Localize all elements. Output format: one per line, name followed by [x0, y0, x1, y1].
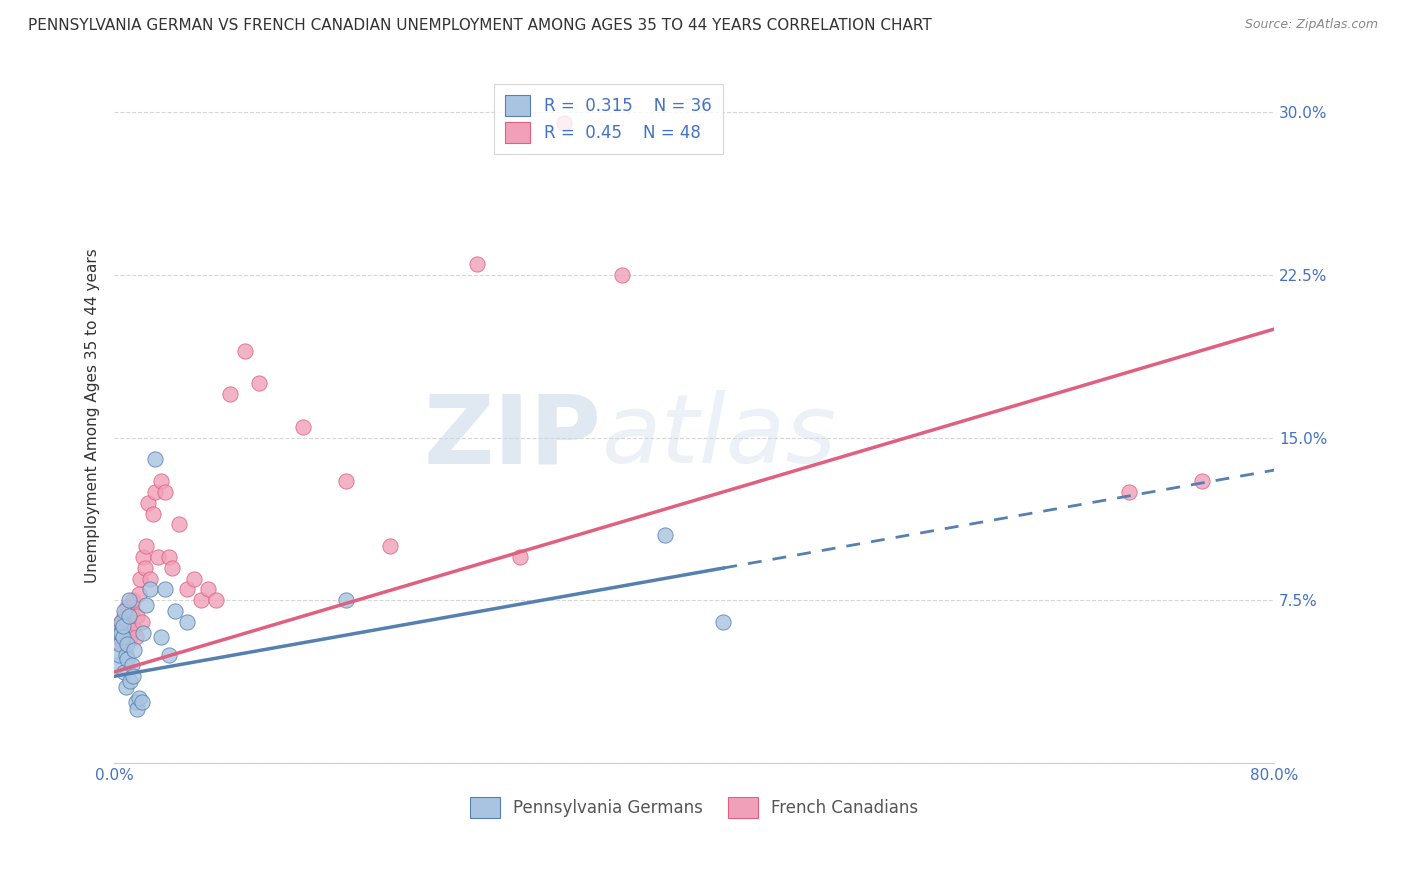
Text: PENNSYLVANIA GERMAN VS FRENCH CANADIAN UNEMPLOYMENT AMONG AGES 35 TO 44 YEARS CO: PENNSYLVANIA GERMAN VS FRENCH CANADIAN U… — [28, 18, 932, 33]
Point — [114, 680, 136, 694]
Point — [114, 626, 136, 640]
Point — [120, 673, 142, 688]
Point — [105, 630, 128, 644]
Point — [107, 648, 129, 662]
Point — [1191, 474, 1213, 488]
Point — [135, 598, 157, 612]
Point — [165, 604, 187, 618]
Point — [110, 615, 132, 629]
Point — [121, 658, 143, 673]
Point — [128, 587, 150, 601]
Point — [1118, 484, 1140, 499]
Text: atlas: atlas — [602, 390, 837, 483]
Point — [108, 637, 131, 651]
Point — [131, 615, 153, 629]
Point — [465, 257, 488, 271]
Point — [129, 572, 152, 586]
Point — [118, 615, 141, 629]
Point — [160, 561, 183, 575]
Point — [219, 387, 242, 401]
Point — [132, 626, 155, 640]
Point — [157, 648, 180, 662]
Point — [139, 572, 162, 586]
Point — [149, 630, 172, 644]
Point — [553, 116, 575, 130]
Point — [654, 528, 676, 542]
Point — [118, 608, 141, 623]
Point — [122, 669, 145, 683]
Point — [176, 582, 198, 597]
Point — [107, 622, 129, 636]
Point — [157, 549, 180, 564]
Point — [124, 622, 146, 636]
Point — [127, 702, 149, 716]
Point — [108, 626, 131, 640]
Point — [114, 648, 136, 662]
Point — [134, 561, 156, 575]
Point — [111, 619, 134, 633]
Point — [125, 630, 148, 644]
Point — [110, 615, 132, 629]
Point — [120, 630, 142, 644]
Point — [335, 474, 357, 488]
Point — [127, 608, 149, 623]
Point — [112, 665, 135, 679]
Point — [143, 452, 166, 467]
Point — [190, 593, 212, 607]
Point — [291, 419, 314, 434]
Point — [136, 496, 159, 510]
Point — [111, 637, 134, 651]
Point — [115, 599, 138, 614]
Y-axis label: Unemployment Among Ages 35 to 44 years: Unemployment Among Ages 35 to 44 years — [86, 249, 100, 583]
Point — [335, 593, 357, 607]
Point — [132, 549, 155, 564]
Point — [108, 626, 131, 640]
Point — [135, 539, 157, 553]
Point — [110, 626, 132, 640]
Point — [143, 484, 166, 499]
Point — [509, 549, 531, 564]
Point — [115, 637, 138, 651]
Point — [139, 582, 162, 597]
Point — [112, 604, 135, 618]
Point — [247, 376, 270, 391]
Point — [711, 615, 734, 629]
Point — [204, 593, 226, 607]
Text: Source: ZipAtlas.com: Source: ZipAtlas.com — [1244, 18, 1378, 31]
Point — [122, 593, 145, 607]
Point — [149, 474, 172, 488]
Point — [176, 615, 198, 629]
Point — [131, 695, 153, 709]
Point — [115, 652, 138, 666]
Point — [378, 539, 401, 553]
Point — [121, 604, 143, 618]
Point — [128, 691, 150, 706]
Point — [197, 582, 219, 597]
Point — [118, 593, 141, 607]
Point — [233, 343, 256, 358]
Point — [183, 572, 205, 586]
Point — [105, 658, 128, 673]
Point — [153, 582, 176, 597]
Point — [124, 643, 146, 657]
Point — [125, 695, 148, 709]
Point — [112, 608, 135, 623]
Point — [111, 630, 134, 644]
Point — [610, 268, 633, 282]
Point — [146, 549, 169, 564]
Point — [153, 484, 176, 499]
Point — [169, 517, 191, 532]
Text: ZIP: ZIP — [423, 390, 602, 483]
Point — [142, 507, 165, 521]
Legend: Pennsylvania Germans, French Canadians: Pennsylvania Germans, French Canadians — [464, 790, 925, 824]
